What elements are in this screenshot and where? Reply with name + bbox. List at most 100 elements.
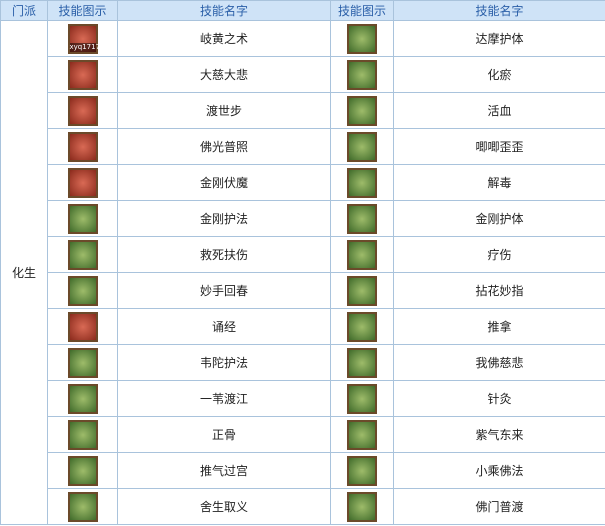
table-row: 化生 xyq17173 岐黄之术 达摩护体 bbox=[0, 20, 605, 525]
icon-cell bbox=[330, 200, 394, 237]
header-cell: 技能名字 bbox=[393, 0, 605, 21]
sect-cell: 化生 bbox=[0, 20, 48, 525]
table-row: 金刚护法 金刚护体 bbox=[1, 200, 605, 237]
skill-name: 佛光普照 bbox=[117, 128, 331, 165]
skill-name: 解毒 bbox=[393, 164, 605, 201]
skill-icon bbox=[347, 419, 377, 450]
icon-cell bbox=[47, 92, 118, 129]
skill-name: 推气过宫 bbox=[117, 452, 331, 489]
table-row: 舍生取义 佛门普渡 bbox=[1, 488, 605, 525]
skill-name: 针灸 bbox=[393, 380, 605, 417]
skill-icon bbox=[347, 203, 377, 234]
header-cell: 门派 bbox=[0, 0, 48, 21]
skill-icon bbox=[67, 167, 98, 198]
table-body: 化生 xyq17173 岐黄之术 达摩护体 大慈大悲 化瘀 渡世步 活血 佛光普照 唧唧歪歪 金刚伏… bbox=[0, 20, 605, 525]
skill-name: 活血 bbox=[393, 92, 605, 129]
icon-cell bbox=[330, 20, 394, 57]
skill-icon bbox=[67, 383, 98, 414]
icon-cell bbox=[47, 128, 118, 165]
header-cell: 技能图示 bbox=[330, 0, 394, 21]
skill-name: 金刚伏魔 bbox=[117, 164, 331, 201]
skill-name: 化瘀 bbox=[393, 56, 605, 93]
table-row: 妙手回春 拈花妙指 bbox=[1, 272, 605, 309]
icon-cell bbox=[47, 344, 118, 381]
skill-name: 佛门普渡 bbox=[393, 488, 605, 525]
skill-name: 救死扶伤 bbox=[117, 236, 331, 273]
watermark: xyq17173 bbox=[69, 42, 105, 52]
icon-cell bbox=[47, 488, 118, 525]
table-row: 正骨 紫气东来 bbox=[1, 416, 605, 453]
icon-cell bbox=[47, 416, 118, 453]
skill-icon bbox=[347, 455, 377, 486]
icon-cell bbox=[330, 380, 394, 417]
header-cell: 技能图示 bbox=[47, 0, 118, 21]
skill-name: 一苇渡江 bbox=[117, 380, 331, 417]
table-row: 韦陀护法 我佛慈悲 bbox=[1, 344, 605, 381]
skill-icon bbox=[67, 311, 98, 342]
skill-icon bbox=[67, 131, 98, 162]
icon-cell bbox=[330, 128, 394, 165]
header-row: 门派 技能图示 技能名字 技能图示 技能名字 bbox=[0, 0, 605, 21]
skill-name: 拈花妙指 bbox=[393, 272, 605, 309]
table-row: 救死扶伤 疗伤 bbox=[1, 236, 605, 273]
icon-cell bbox=[47, 200, 118, 237]
skill-name: 大慈大悲 bbox=[117, 56, 331, 93]
skill-icon bbox=[347, 311, 377, 342]
skill-icon bbox=[67, 59, 98, 90]
skill-icon bbox=[347, 275, 377, 306]
icon-cell bbox=[330, 164, 394, 201]
skill-name: 达摩护体 bbox=[393, 20, 605, 57]
skill-icon bbox=[347, 383, 377, 414]
skill-icon bbox=[67, 95, 98, 126]
icon-cell bbox=[330, 452, 394, 489]
table-row: 推气过宫 小乘佛法 bbox=[1, 452, 605, 489]
skill-icon bbox=[67, 203, 98, 234]
icon-cell bbox=[47, 164, 118, 201]
skill-name: 妙手回春 bbox=[117, 272, 331, 309]
skill-name: 渡世步 bbox=[117, 92, 331, 129]
table-row: 诵经 推拿 bbox=[1, 308, 605, 345]
skill-icon bbox=[67, 491, 98, 522]
icon-cell bbox=[330, 236, 394, 273]
skill-name: 疗伤 bbox=[393, 236, 605, 273]
skill-name: 金刚护体 bbox=[393, 200, 605, 237]
skill-icon bbox=[347, 23, 377, 54]
icon-cell bbox=[330, 92, 394, 129]
icon-cell: xyq17173 bbox=[47, 20, 118, 57]
table-row: 金刚伏魔 解毒 bbox=[1, 164, 605, 201]
icon-cell bbox=[330, 308, 394, 345]
icon-cell bbox=[330, 488, 394, 525]
skill-icon bbox=[67, 275, 98, 306]
icon-cell bbox=[47, 272, 118, 309]
icon-cell bbox=[47, 236, 118, 273]
skill-name: 正骨 bbox=[117, 416, 331, 453]
icon-cell bbox=[47, 380, 118, 417]
skill-icon bbox=[347, 347, 377, 378]
skill-icon bbox=[347, 167, 377, 198]
skill-icon bbox=[347, 59, 377, 90]
skill-icon bbox=[347, 239, 377, 270]
skill-name: 韦陀护法 bbox=[117, 344, 331, 381]
skill-icon bbox=[67, 239, 98, 270]
icon-cell bbox=[330, 344, 394, 381]
skill-icon bbox=[347, 95, 377, 126]
header-cell: 技能名字 bbox=[117, 0, 331, 21]
skill-name: 舍生取义 bbox=[117, 488, 331, 525]
skill-name: 我佛慈悲 bbox=[393, 344, 605, 381]
skill-icon bbox=[347, 491, 377, 522]
skill-name: 金刚护法 bbox=[117, 200, 331, 237]
icon-cell bbox=[47, 56, 118, 93]
skill-name: 唧唧歪歪 bbox=[393, 128, 605, 165]
table-row: 渡世步 活血 bbox=[1, 92, 605, 129]
skill-icon bbox=[347, 131, 377, 162]
icon-cell bbox=[47, 308, 118, 345]
skill-name: 推拿 bbox=[393, 308, 605, 345]
table-row: 佛光普照 唧唧歪歪 bbox=[1, 128, 605, 165]
skill-icon bbox=[67, 455, 98, 486]
skill-icon bbox=[67, 347, 98, 378]
skill-icon bbox=[67, 419, 98, 450]
icon-cell bbox=[47, 452, 118, 489]
skill-name: 岐黄之术 bbox=[117, 20, 331, 57]
